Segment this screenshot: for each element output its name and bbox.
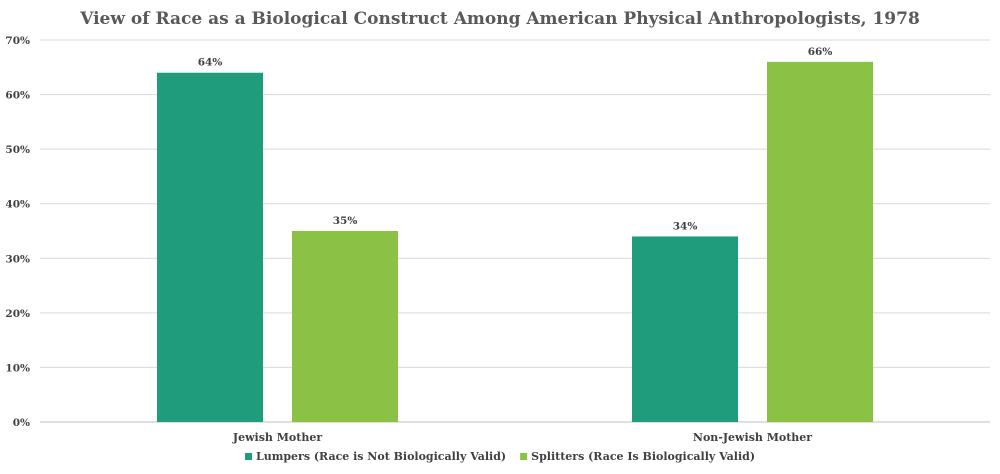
legend-label: Splitters (Race Is Biologically Valid)	[531, 450, 755, 463]
y-tick-label: 60%	[5, 90, 30, 102]
y-tick-label: 70%	[5, 35, 30, 47]
data-label: 66%	[808, 46, 833, 58]
legend-swatch	[520, 453, 528, 460]
data-labels: 64% 35% 34% 66%	[198, 46, 833, 233]
legend-item: Lumpers (Race is Not Biologically Valid)	[244, 450, 506, 463]
data-label: 64%	[198, 57, 223, 69]
x-axis-categories: Jewish Mother Non-Jewish Mother	[232, 431, 812, 444]
data-label: 35%	[333, 215, 358, 227]
data-label: 34%	[673, 220, 698, 232]
bar-splitters-1	[767, 61, 873, 422]
y-tick-label: 10%	[5, 362, 30, 374]
chart-title: View of Race as a Biological Construct A…	[79, 9, 920, 29]
legend: Lumpers (Race is Not Biologically Valid)…	[244, 450, 755, 463]
bar-splitters-0	[292, 231, 398, 422]
y-tick-label: 20%	[5, 308, 30, 320]
legend-swatch	[244, 453, 252, 460]
y-tick-label: 50%	[5, 144, 30, 156]
x-category-label: Non-Jewish Mother	[693, 431, 812, 444]
bar-lumpers-1	[632, 236, 738, 422]
y-tick-label: 0%	[13, 417, 30, 429]
y-tick-label: 40%	[5, 199, 30, 211]
y-tick-label: 30%	[5, 253, 30, 265]
legend-item: Splitters (Race Is Biologically Valid)	[520, 450, 755, 463]
legend-label: Lumpers (Race is Not Biologically Valid)	[256, 450, 506, 463]
y-axis-ticks: 0% 10% 20% 30% 40% 50% 60% 70%	[5, 35, 30, 429]
x-category-label: Jewish Mother	[232, 431, 322, 444]
bars	[157, 61, 873, 422]
bar-lumpers-0	[157, 72, 263, 422]
